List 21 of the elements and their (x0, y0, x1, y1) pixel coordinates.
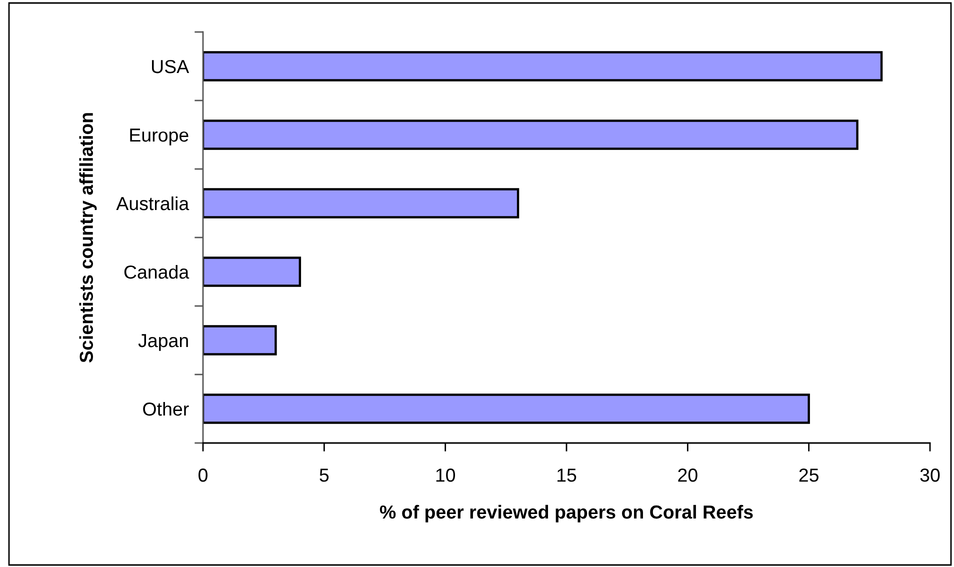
x-tick-label: 15 (558, 468, 576, 482)
bar (203, 256, 302, 287)
x-tick-label: 10 (436, 468, 456, 482)
x-tick-label: 30 (920, 468, 940, 482)
y-tick-label: Europe (130, 128, 188, 146)
y-tick-label: Canada (124, 264, 190, 279)
x-tick-label: 5 (320, 468, 329, 482)
x-tick-label: 20 (678, 468, 698, 482)
y-axis-title: Scientists country affiliation (79, 113, 97, 362)
y-tick-label: Australia (116, 196, 190, 210)
x-axis-title: % of peer reviewed papers on Coral Reefs (380, 504, 753, 522)
y-tick-label: Japan (138, 334, 188, 351)
bar (203, 120, 858, 150)
y-tick-label: USA (152, 60, 190, 74)
x-tick-label: 0 (198, 468, 208, 482)
x-tick-label: 25 (799, 468, 818, 482)
y-tick-label: Other (143, 402, 189, 416)
bar (203, 394, 810, 424)
bar (203, 51, 883, 82)
bar (203, 325, 277, 356)
bar (203, 188, 520, 218)
